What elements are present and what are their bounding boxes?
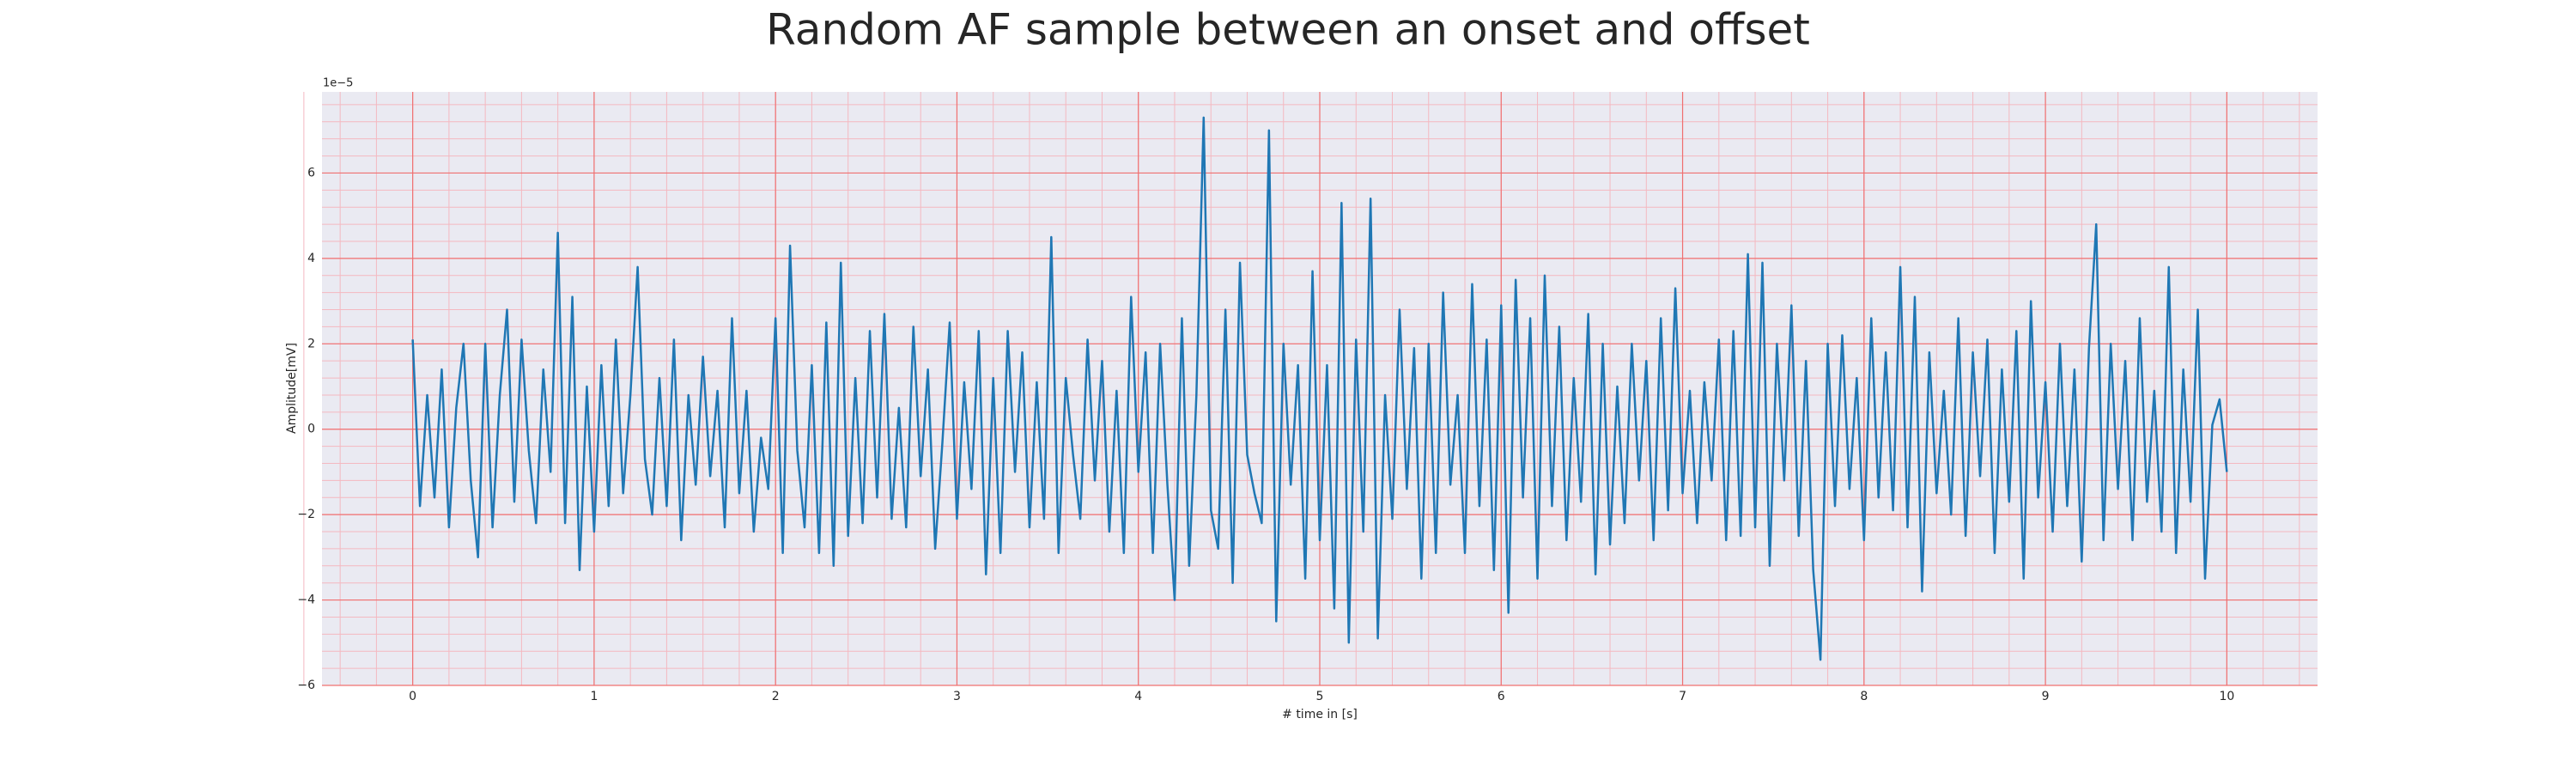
chart-title: Random AF sample between an onset and of…	[766, 5, 1810, 55]
y-tick-label: 2	[307, 337, 315, 350]
x-tick-label: 2	[772, 690, 780, 703]
y-axis-label: Amplitude[mV]	[285, 343, 299, 434]
x-tick-label: 7	[1679, 690, 1686, 703]
y-tick-label: −6	[297, 679, 315, 692]
x-tick-label: 5	[1316, 690, 1324, 703]
x-tick-label: 6	[1498, 690, 1505, 703]
x-tick-label: 3	[953, 690, 961, 703]
x-tick-label: 1	[590, 690, 598, 703]
x-tick-label: 9	[2042, 690, 2050, 703]
labels: 0 1 2 3 4 5 6 7 8 9 10 −6 −4 −2 0 2 4 6	[297, 166, 2234, 703]
x-tick-label: 10	[2219, 690, 2234, 703]
x-axis-label: # time in [s]	[1282, 708, 1358, 721]
y-tick-label: 6	[307, 166, 315, 180]
y-tick-label: 0	[307, 423, 315, 436]
x-tick-label: 4	[1134, 690, 1142, 703]
marks	[411, 116, 2228, 661]
x-tick-label: 8	[1860, 690, 1868, 703]
y-offset-text: 1e−5	[323, 77, 353, 90]
data-line	[411, 116, 2228, 661]
x-tick-label: 0	[409, 690, 416, 703]
y-tick-label: 4	[307, 252, 315, 265]
y-tick-label: −4	[297, 593, 315, 607]
y-tick-label: −2	[297, 508, 315, 521]
